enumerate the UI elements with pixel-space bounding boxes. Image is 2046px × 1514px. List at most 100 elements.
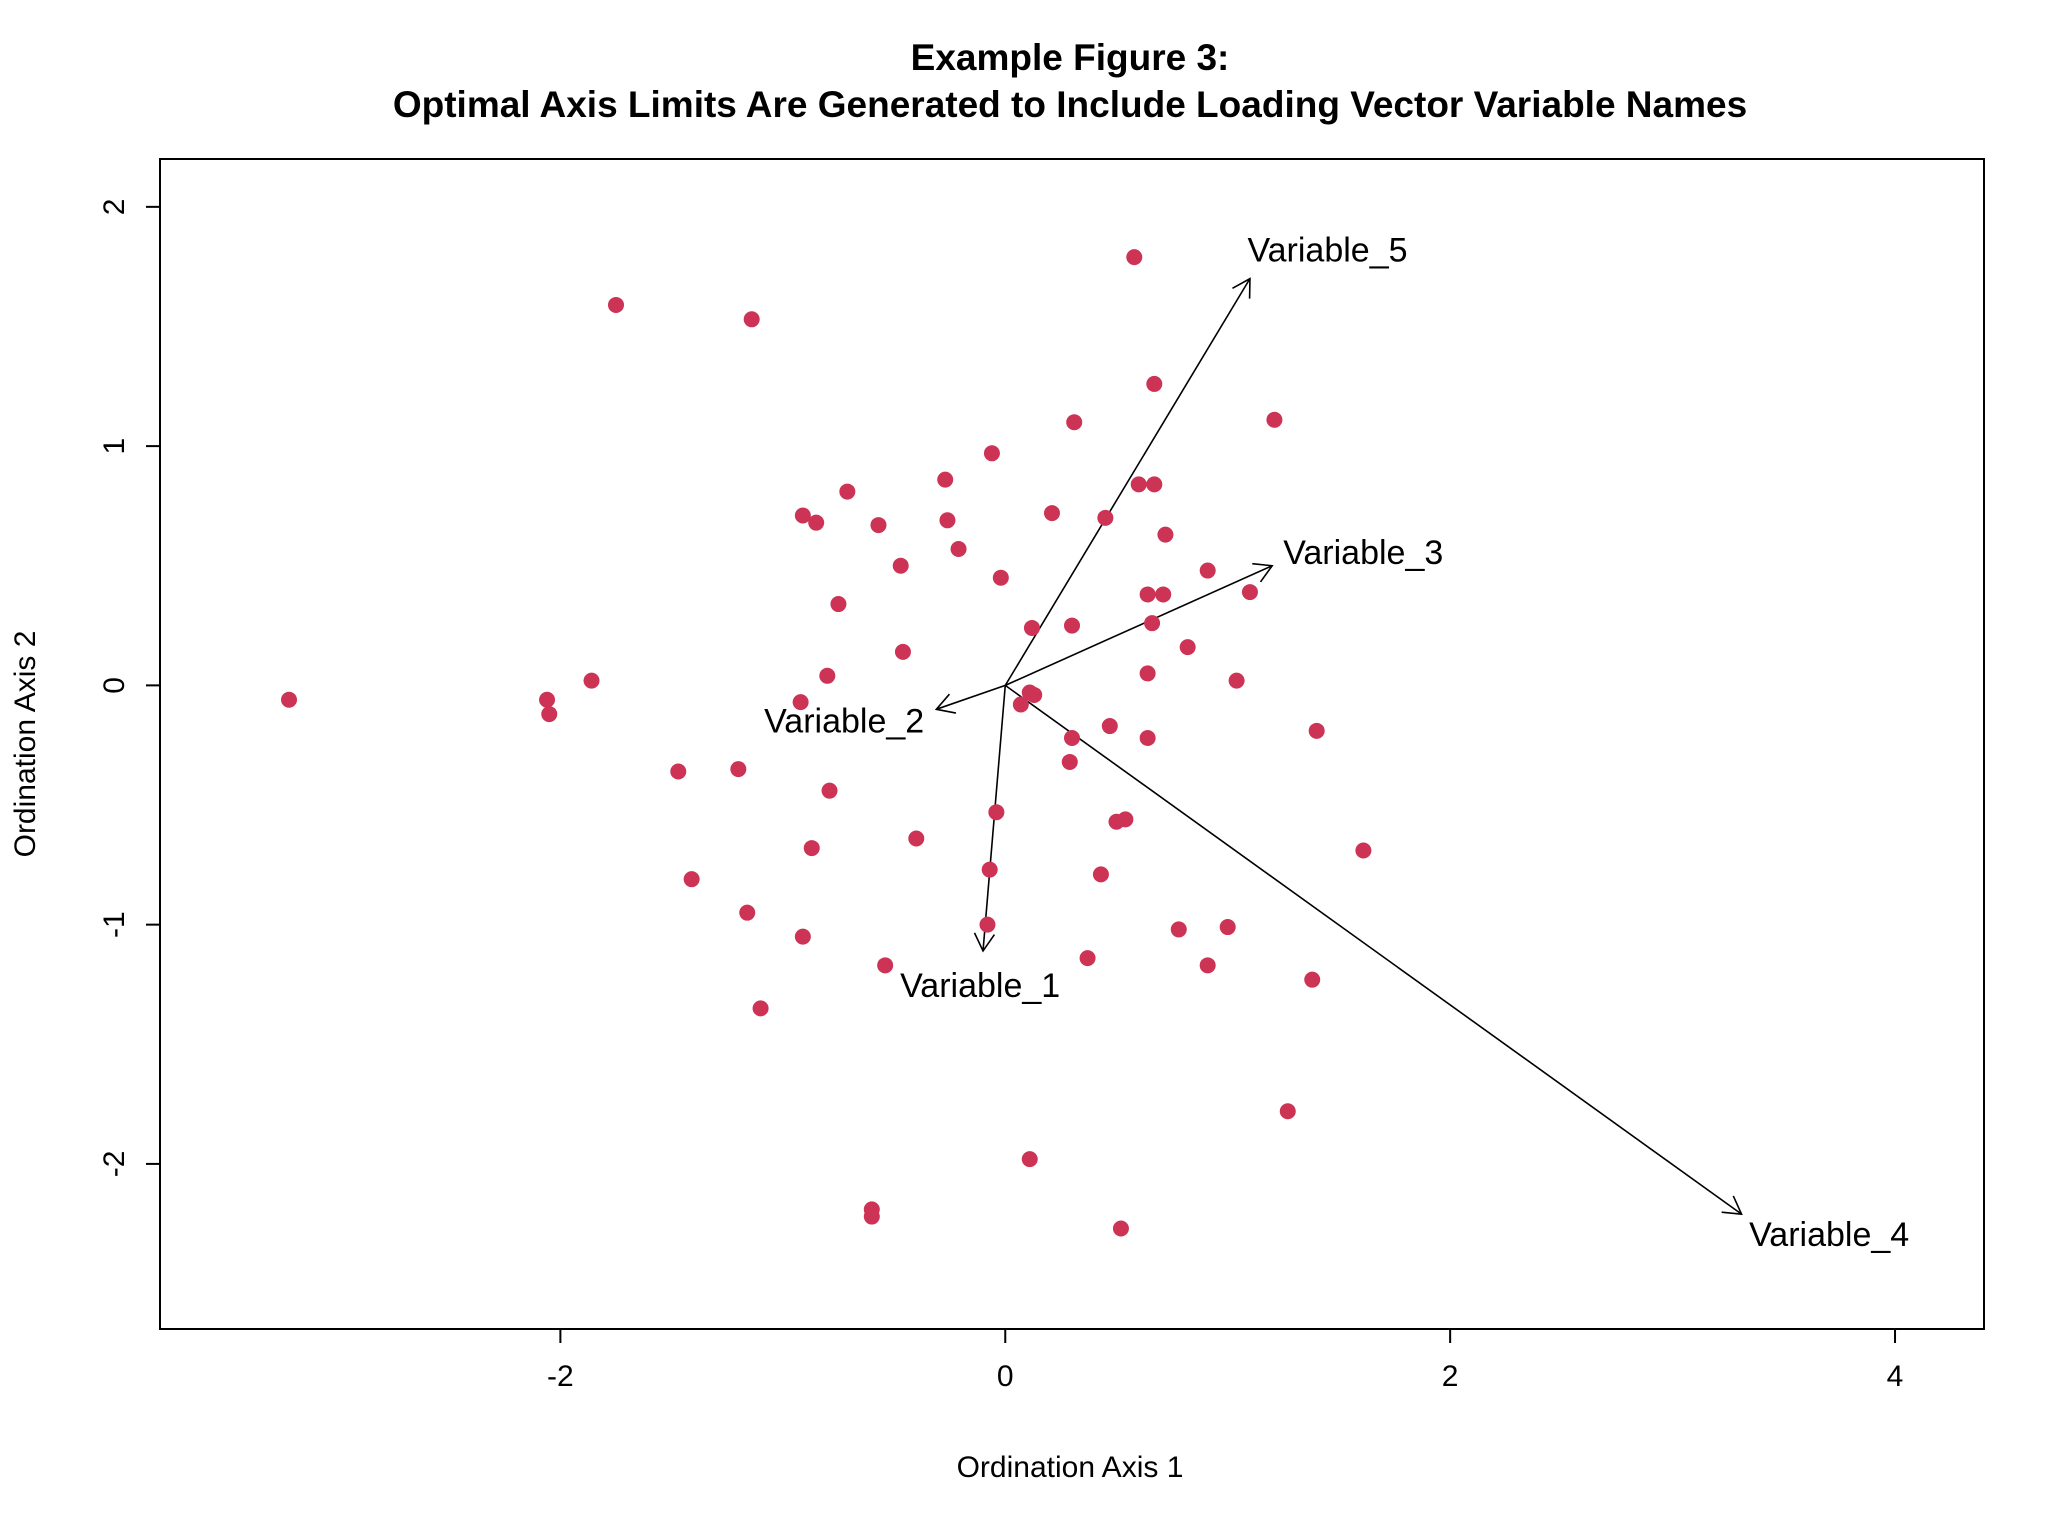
data-point (839, 483, 856, 500)
data-point (1170, 921, 1187, 938)
data-point (1146, 375, 1163, 392)
y-tick-label: -1 (98, 911, 131, 938)
x-tick-label: 4 (1887, 1360, 1904, 1393)
data-point (939, 512, 956, 529)
data-point (908, 830, 925, 847)
loading-vector (1004, 565, 1273, 687)
data-point (1199, 957, 1216, 974)
loading-vectors: Variable_1 Variable_2 Variable_3 Variable_4… (764, 231, 1909, 1253)
data-point (739, 904, 756, 921)
loading-vector (1004, 278, 1251, 686)
data-point (1139, 730, 1156, 747)
data-point (1157, 526, 1174, 543)
data-point (1101, 718, 1118, 735)
data-point (988, 804, 1005, 821)
data-point (683, 871, 700, 888)
chart-subtitle: Optimal Axis Limits Are Generated to Inc… (393, 84, 1747, 125)
data-point (1012, 696, 1029, 713)
data-point (808, 514, 825, 531)
vector-arrowhead (1232, 277, 1251, 299)
vector-arrowhead (1252, 562, 1274, 583)
data-point (1043, 505, 1060, 522)
data-point (1304, 971, 1321, 988)
data-point (1308, 722, 1325, 739)
data-point (1219, 919, 1236, 936)
data-point (1266, 411, 1283, 428)
data-point (1061, 753, 1078, 770)
data-point (1079, 950, 1096, 967)
data-point (794, 928, 811, 945)
data-point (1179, 639, 1196, 656)
data-point (1064, 617, 1080, 634)
data-point (1066, 414, 1083, 431)
data-point (892, 557, 909, 574)
data-point (1064, 730, 1080, 747)
data-point (1097, 509, 1114, 526)
data-point (1023, 619, 1040, 636)
x-tick-label: 2 (1442, 1360, 1459, 1393)
data-point (819, 667, 836, 684)
data-point (937, 471, 954, 488)
vector-arrowhead (1721, 1195, 1743, 1216)
data-point (1139, 665, 1156, 682)
data-point (863, 1208, 880, 1225)
y-tick-label: 2 (98, 199, 131, 216)
chart-title: Example Figure 3: (911, 37, 1230, 78)
loading-vector (1004, 684, 1743, 1215)
data-point (830, 596, 847, 613)
data-point (1117, 811, 1134, 828)
data-point (821, 782, 838, 799)
data-point (1026, 686, 1043, 703)
data-point (1130, 476, 1147, 493)
data-point (1146, 476, 1163, 493)
vector-label: Variable_1 (900, 967, 1060, 1005)
vector-label: Variable_4 (1749, 1216, 1909, 1254)
data-point (877, 957, 894, 974)
data-point (1228, 672, 1245, 689)
x-tick-label: 0 (997, 1360, 1014, 1393)
data-points (281, 249, 1372, 1237)
data-point (752, 1000, 769, 1017)
data-point (1092, 866, 1109, 883)
data-point (608, 296, 624, 313)
data-point (894, 643, 911, 660)
data-point (1199, 562, 1216, 579)
data-point (1279, 1103, 1296, 1120)
data-point (1241, 584, 1258, 601)
data-point (950, 541, 967, 557)
data-point (541, 706, 558, 723)
y-axis-label: Ordination Axis 2 (9, 631, 42, 858)
data-point (983, 445, 1000, 462)
data-point (1155, 586, 1172, 603)
data-point (792, 694, 809, 711)
vector-label: Variable_3 (1283, 534, 1443, 572)
y-tick-label: -2 (98, 1151, 131, 1178)
data-point (1126, 249, 1143, 266)
data-point (794, 507, 811, 524)
data-point (730, 761, 747, 778)
data-point (1021, 1151, 1038, 1168)
data-point (583, 672, 600, 689)
data-point (803, 840, 820, 857)
y-tick-label: 1 (98, 438, 131, 455)
y-tick-label: 0 (98, 677, 131, 694)
vector-arrowhead (973, 932, 996, 953)
x-axis-label: Ordination Axis 1 (957, 1451, 1184, 1484)
data-point (1139, 586, 1156, 603)
loading-vector (936, 684, 1006, 711)
data-point (1144, 615, 1161, 632)
data-point (539, 691, 556, 708)
data-point (1355, 842, 1372, 859)
vector-label: Variable_5 (1247, 231, 1407, 269)
x-axis: -2 0 2 4 (547, 1328, 1904, 1393)
data-point (979, 916, 996, 933)
vector-arrowhead (934, 693, 957, 714)
x-tick-label: -2 (547, 1360, 574, 1393)
data-point (992, 569, 1009, 586)
data-point (870, 517, 887, 534)
data-point (670, 763, 687, 780)
data-point (981, 861, 998, 878)
y-axis: -2 -1 0 1 2 (98, 199, 161, 1178)
